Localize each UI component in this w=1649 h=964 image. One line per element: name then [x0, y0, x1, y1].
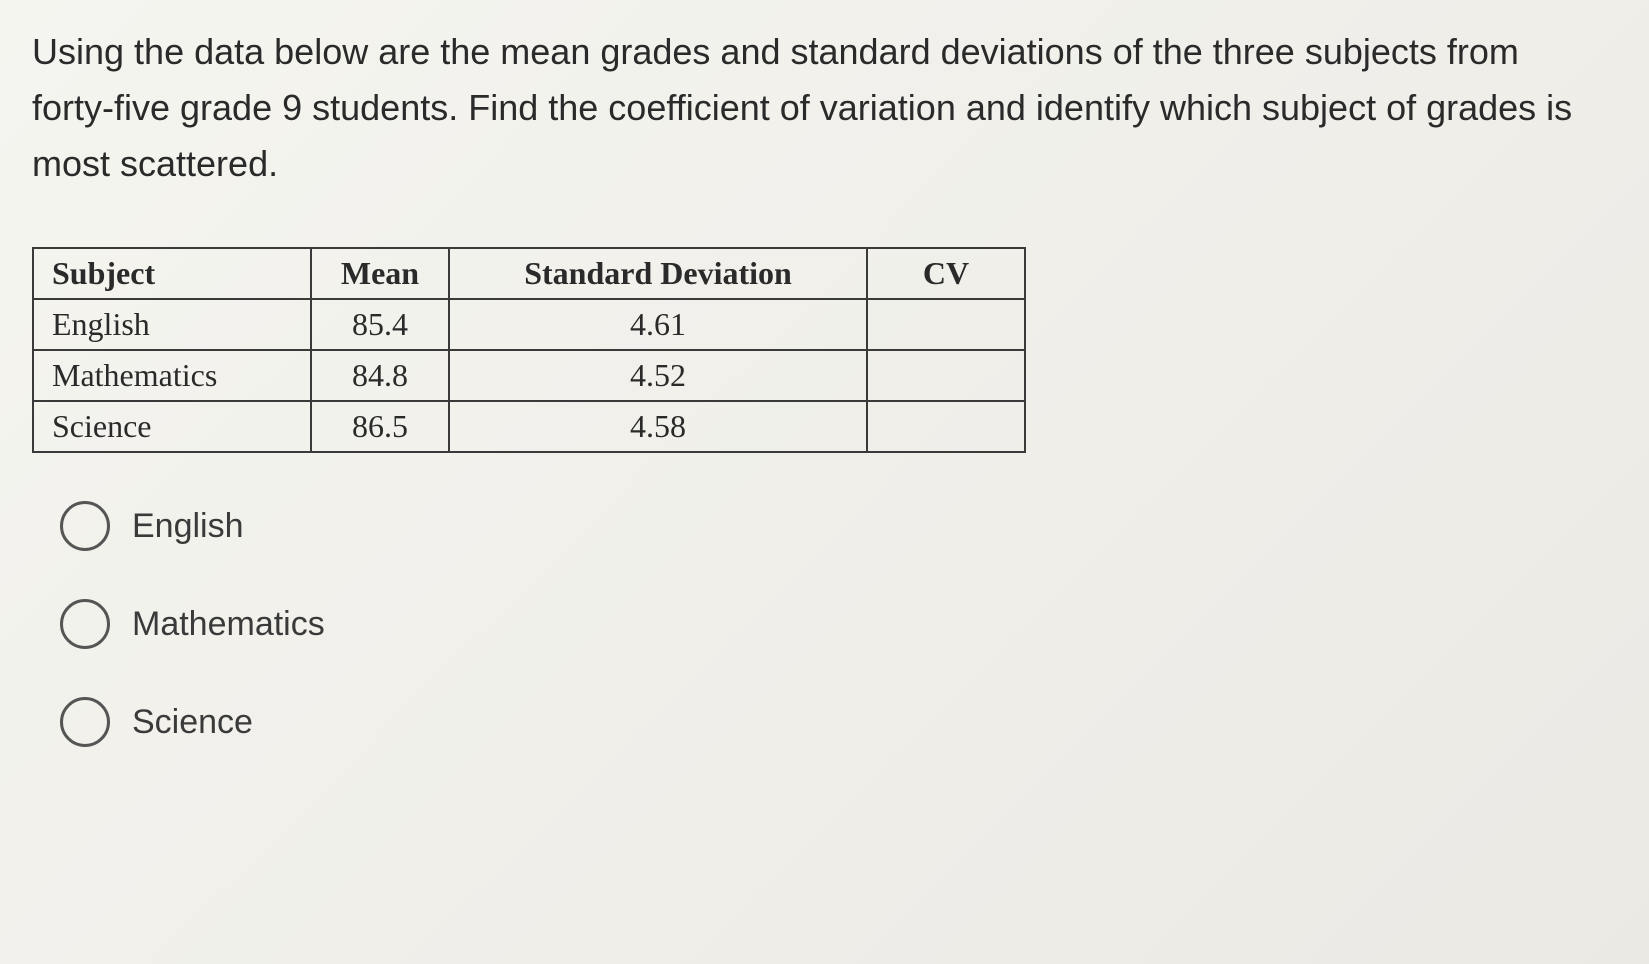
option-mathematics[interactable]: Mathematics: [60, 599, 1617, 649]
cell-sd: 4.58: [449, 401, 867, 452]
cell-cv: [867, 401, 1025, 452]
cell-sd: 4.61: [449, 299, 867, 350]
option-science[interactable]: Science: [60, 697, 1617, 747]
cell-cv: [867, 299, 1025, 350]
cell-subject: English: [33, 299, 311, 350]
cell-subject: Mathematics: [33, 350, 311, 401]
cell-cv: [867, 350, 1025, 401]
col-cv: CV: [867, 248, 1025, 299]
radio-icon: [60, 697, 110, 747]
col-mean: Mean: [311, 248, 449, 299]
cell-mean: 84.8: [311, 350, 449, 401]
option-english[interactable]: English: [60, 501, 1617, 551]
col-sd: Standard Deviation: [449, 248, 867, 299]
data-table: Subject Mean Standard Deviation CV Engli…: [32, 247, 1026, 453]
options-group: English Mathematics Science: [60, 501, 1617, 747]
cell-sd: 4.52: [449, 350, 867, 401]
question-text: Using the data below are the mean grades…: [32, 24, 1592, 191]
cell-mean: 86.5: [311, 401, 449, 452]
cell-mean: 85.4: [311, 299, 449, 350]
table-row: English 85.4 4.61: [33, 299, 1025, 350]
radio-icon: [60, 599, 110, 649]
table-row: Science 86.5 4.58: [33, 401, 1025, 452]
cell-subject: Science: [33, 401, 311, 452]
col-subject: Subject: [33, 248, 311, 299]
radio-icon: [60, 501, 110, 551]
table-header-row: Subject Mean Standard Deviation CV: [33, 248, 1025, 299]
option-label: English: [132, 507, 244, 546]
table-row: Mathematics 84.8 4.52: [33, 350, 1025, 401]
option-label: Science: [132, 703, 253, 742]
option-label: Mathematics: [132, 605, 325, 644]
